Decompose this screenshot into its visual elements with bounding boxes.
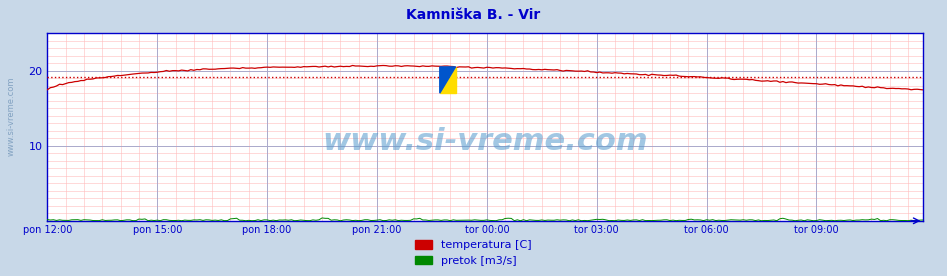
Text: www.si-vreme.com: www.si-vreme.com — [7, 76, 16, 156]
Polygon shape — [439, 67, 456, 93]
Text: www.si-vreme.com: www.si-vreme.com — [323, 128, 648, 156]
Text: Kamniška B. - Vir: Kamniška B. - Vir — [406, 8, 541, 22]
Legend: temperatura [C], pretok [m3/s]: temperatura [C], pretok [m3/s] — [411, 236, 536, 270]
Polygon shape — [439, 67, 456, 93]
